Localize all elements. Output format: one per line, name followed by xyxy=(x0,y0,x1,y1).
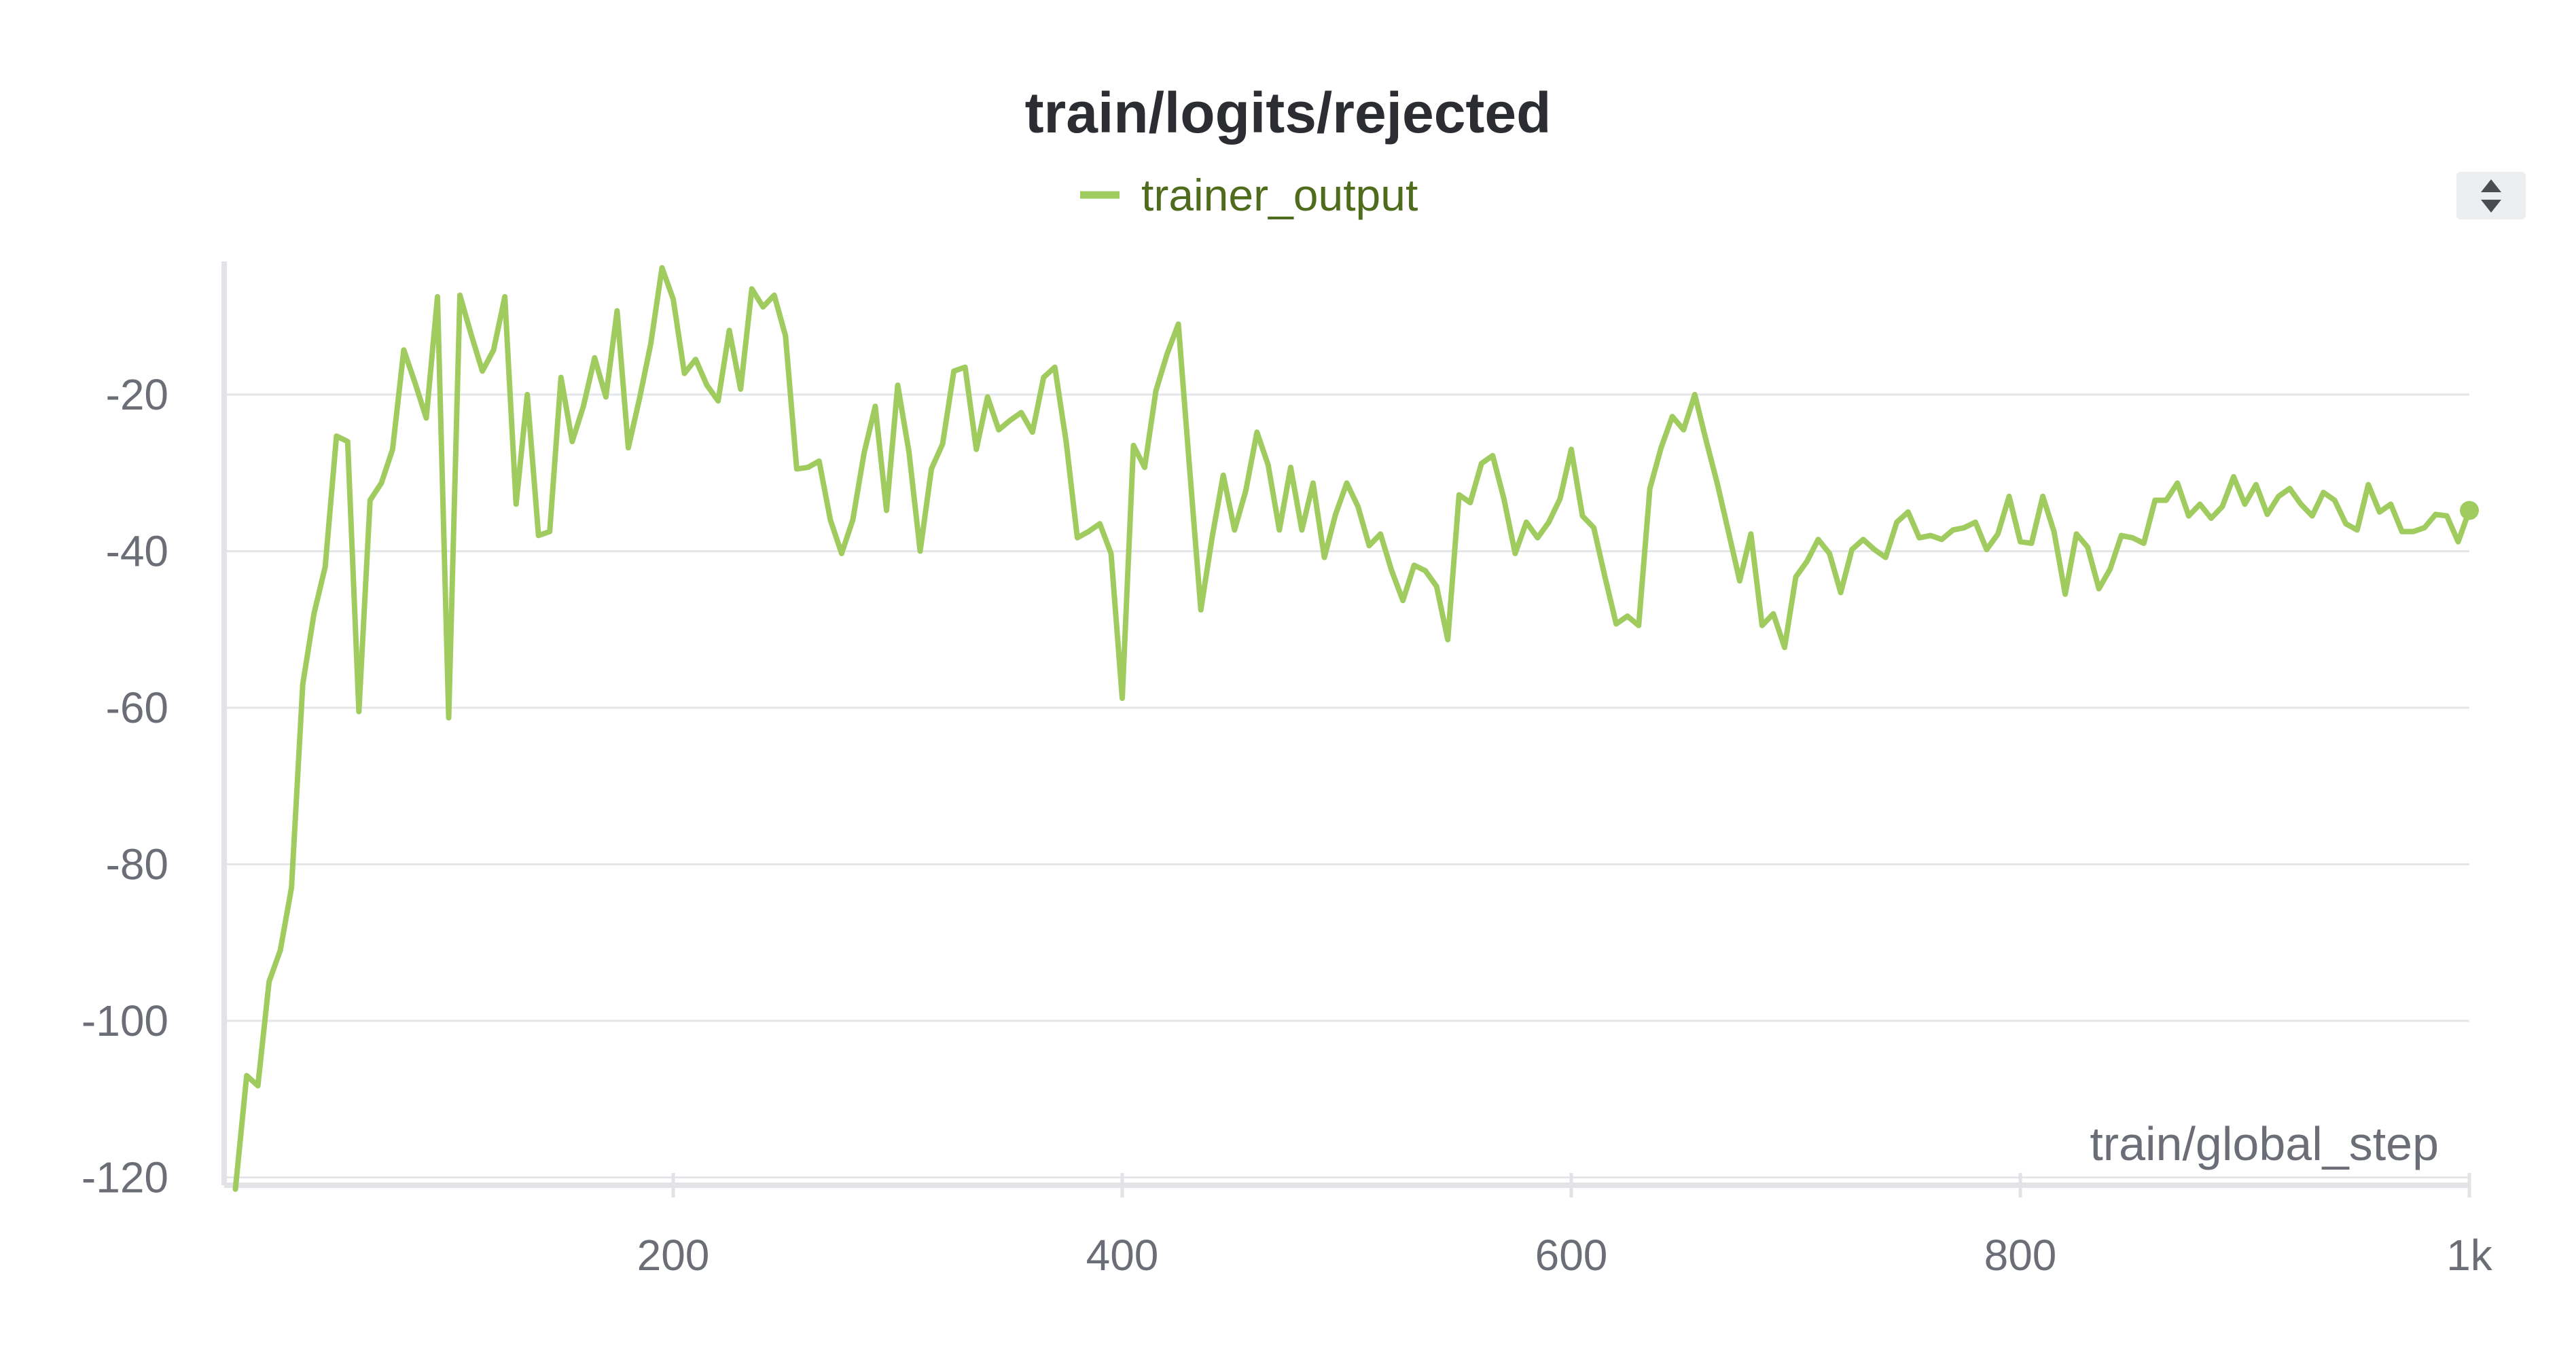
y-tick-label: -60 xyxy=(106,683,169,732)
legend-scroll-background xyxy=(2456,172,2526,219)
axes xyxy=(221,261,2471,1197)
x-tick-label: 800 xyxy=(1984,1231,2057,1280)
tick-labels: -120 -100 -80 -60 -40 -20 200 400 600 800 1k xyxy=(82,370,2493,1280)
scroll-up-icon[interactable] xyxy=(2481,179,2501,192)
data-series xyxy=(232,265,2479,1192)
x-tick-label: 400 xyxy=(1086,1231,1159,1280)
series-end-point xyxy=(2460,501,2479,520)
series-line-trainer_output xyxy=(232,265,2472,1192)
x-tick-label: 1k xyxy=(2446,1231,2493,1280)
legend-label: trainer_output xyxy=(1141,170,1418,220)
y-tick-label: -40 xyxy=(106,526,169,575)
x-tick-label: 600 xyxy=(1535,1231,1608,1280)
x-tick-label: 200 xyxy=(637,1231,710,1280)
y-tick-label: -100 xyxy=(82,996,168,1045)
legend-scroll-control[interactable] xyxy=(2456,172,2526,219)
gridlines xyxy=(224,393,2469,1178)
x-axis-title: train/global_step xyxy=(2090,1117,2439,1170)
y-tick-label: -80 xyxy=(106,840,169,888)
legend: trainer_output xyxy=(1080,170,1418,220)
scroll-down-icon[interactable] xyxy=(2481,200,2501,213)
y-tick-label: -120 xyxy=(82,1153,168,1202)
chart-title: train/logits/rejected xyxy=(1025,81,1552,145)
y-tick-label: -20 xyxy=(106,370,169,419)
